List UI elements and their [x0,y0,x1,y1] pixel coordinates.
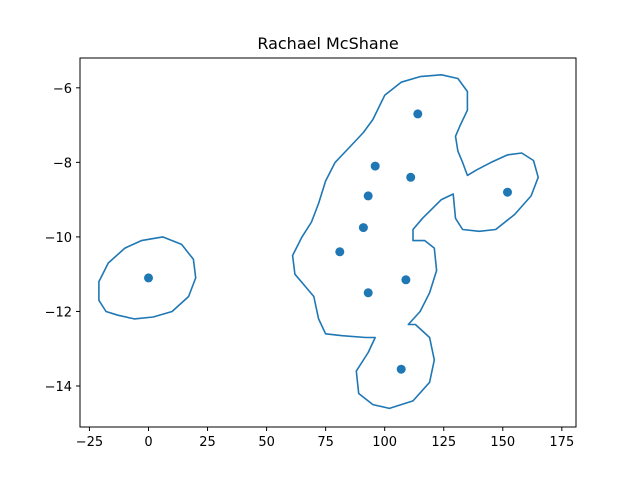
data-point [413,109,423,119]
y-tick-label: −10 [45,231,72,246]
data-point [358,223,368,233]
plot-frame [79,57,577,428]
x-tick-label: 150 [490,435,515,450]
x-tick-label: 50 [258,435,275,450]
y-tick-label: −14 [45,380,72,395]
x-tick-label: 25 [199,435,216,450]
x-tick-label: 75 [317,435,334,450]
data-point [363,288,373,298]
density-contour [98,236,197,320]
data-point [363,191,373,201]
data-point [406,172,416,182]
data-point [144,273,153,283]
y-tick-label: −12 [45,305,72,320]
y-tick-label: −8 [53,156,72,171]
x-tick-label: −25 [76,435,103,450]
density-contour [291,74,539,410]
data-point [503,187,512,197]
x-tick-label: 125 [431,435,456,450]
y-axis: −14 −12 −10 −8 −6 [45,82,80,395]
plot-area [98,74,539,410]
y-tick-label: −6 [53,82,72,97]
x-tick-label: 0 [144,435,152,450]
data-point [370,161,380,171]
chart-title: Rachael McShane [257,34,398,53]
data-point [335,247,345,257]
x-tick-label: 100 [372,435,397,450]
x-axis: −25 0 25 50 75 100 125 150 175 [76,427,574,450]
data-point [396,364,406,374]
x-tick-label: 175 [549,435,574,450]
data-point [401,275,411,285]
